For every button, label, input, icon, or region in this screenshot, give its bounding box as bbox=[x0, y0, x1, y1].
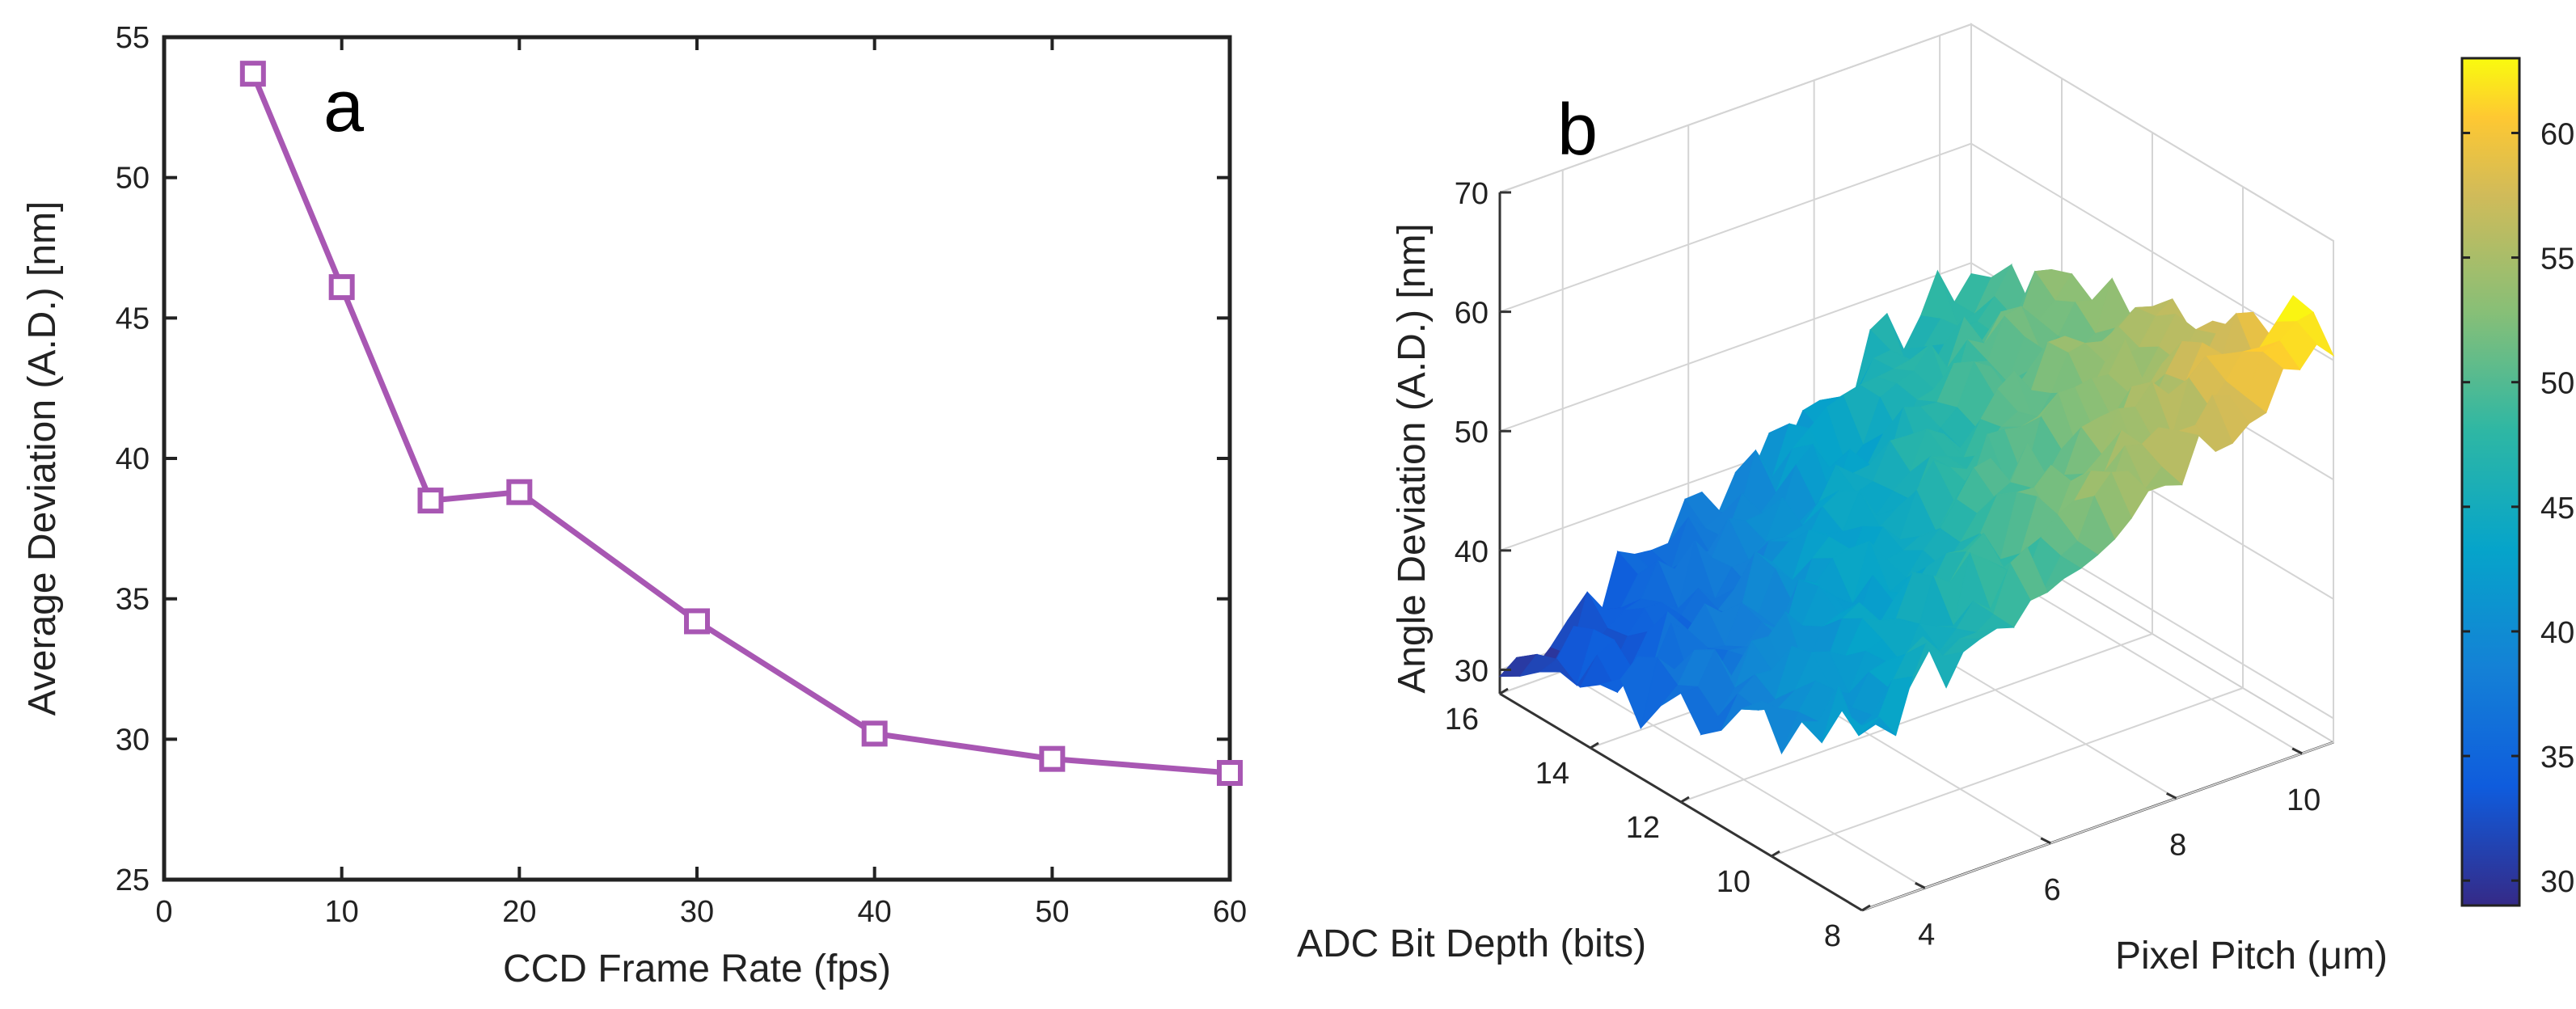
data-point bbox=[239, 61, 266, 87]
pitch-tick-label: 8 bbox=[2169, 828, 2186, 862]
z-tick-label: 60 bbox=[1455, 297, 1489, 331]
z-gridline bbox=[1499, 142, 1972, 313]
data-point bbox=[506, 479, 533, 505]
bit-gridline bbox=[1680, 633, 2153, 803]
colorbar-tick-label: 35 bbox=[2540, 741, 2574, 775]
panel-a-y-axis-label: Average Deviation (A.D.) [nm] bbox=[21, 201, 64, 716]
bit-tick-label: 14 bbox=[1535, 757, 1569, 791]
panel-a-markers bbox=[239, 61, 1243, 787]
x-tick-label: 30 bbox=[680, 895, 714, 929]
pitch-tick-mark bbox=[2291, 747, 2303, 755]
colorbar bbox=[2460, 57, 2521, 907]
panel-b-letter: b bbox=[1557, 90, 1598, 171]
data-point bbox=[417, 488, 444, 514]
panel-b-y-axis-label: Pixel Pitch (μm) bbox=[2115, 935, 2388, 977]
x-tick-label: 20 bbox=[502, 895, 536, 929]
x-tick-label: 0 bbox=[155, 895, 172, 929]
z-tick-label: 30 bbox=[1455, 654, 1489, 688]
panel-b-ticks bbox=[1499, 191, 2303, 912]
z-gridline bbox=[1499, 23, 1972, 193]
colorbar-tick-label: 40 bbox=[2540, 616, 2574, 650]
panel-a-tick-labels: 0 10 20 30 40 50 60 25 30 35 40 45 50 55 bbox=[116, 21, 1247, 929]
panel-a: 0 10 20 30 40 50 60 25 30 35 40 45 50 55 a CCD Frame … bbox=[21, 21, 1247, 990]
panel-a-plot-frame bbox=[162, 35, 1232, 882]
panel-a-series-line bbox=[250, 72, 1231, 776]
bit-tick-label: 10 bbox=[1717, 865, 1750, 899]
bit-tick-mark bbox=[1771, 850, 1780, 858]
pitch-tick-mark bbox=[2040, 837, 2051, 845]
data-point bbox=[1039, 745, 1066, 772]
x-tick-label: 60 bbox=[1213, 895, 1247, 929]
pitch-gridline bbox=[1562, 670, 1926, 889]
z-gridline bbox=[1499, 262, 1972, 433]
x-tick-label: 50 bbox=[1035, 895, 1069, 929]
y-tick-label: 40 bbox=[116, 442, 150, 476]
surface-patch bbox=[1841, 710, 1880, 737]
z-tick-label: 40 bbox=[1455, 535, 1489, 569]
colorbar-tick-label: 60 bbox=[2540, 117, 2574, 151]
x-tick-label: 40 bbox=[858, 895, 892, 929]
bit-gridline bbox=[1771, 687, 2244, 857]
z-tick-label: 70 bbox=[1455, 177, 1489, 211]
bit-tick-mark bbox=[1590, 741, 1599, 749]
pitch-tick-label: 4 bbox=[1918, 918, 1935, 952]
pitch-tick-mark bbox=[2165, 792, 2177, 800]
colorbar-tick-label: 45 bbox=[2540, 492, 2574, 526]
colorbar-tick-label: 50 bbox=[2540, 367, 2574, 401]
panel-a-ticks bbox=[164, 37, 1230, 880]
x-tick-label: 10 bbox=[325, 895, 359, 929]
data-point bbox=[328, 274, 355, 301]
pitch-tick-mark bbox=[1915, 881, 1926, 889]
panel-b-surface bbox=[1498, 263, 2335, 755]
panel-a-letter: a bbox=[323, 66, 365, 147]
data-point bbox=[1217, 760, 1243, 787]
bit-gridline bbox=[1861, 741, 2334, 911]
colorbar-tick-label: 30 bbox=[2540, 865, 2574, 899]
bit-tick-label: 8 bbox=[1824, 919, 1841, 953]
colorbar-tick-label: 55 bbox=[2540, 243, 2574, 277]
panel-b-tick-labels: 30 40 50 60 70 8 10 12 14 16 4 6 8 10 bbox=[1445, 177, 2321, 953]
y-tick-label: 30 bbox=[116, 723, 150, 757]
data-point bbox=[861, 720, 888, 747]
z-tick-label: 50 bbox=[1455, 416, 1489, 450]
y-tick-label: 35 bbox=[116, 583, 150, 617]
panel-b-z-axis-label: Angle Deviation (A.D.) [nm] bbox=[1391, 223, 1434, 694]
bit-tick-label: 12 bbox=[1626, 811, 1660, 845]
data-point bbox=[684, 608, 710, 635]
panel-b: 30 40 50 60 70 8 10 12 14 16 4 6 8 10 b Angle Deviati… bbox=[1297, 23, 2574, 977]
colorbar-ticks: 30 35 40 45 50 55 60 bbox=[2462, 117, 2574, 899]
y-tick-label: 50 bbox=[116, 162, 150, 196]
bit-tick-label: 16 bbox=[1445, 703, 1479, 737]
bit-tick-mark bbox=[1499, 687, 1509, 695]
pitch-tick-label: 6 bbox=[2044, 873, 2061, 907]
panel-a-x-axis-label: CCD Frame Rate (fps) bbox=[503, 948, 891, 990]
pitch-tick-label: 10 bbox=[2287, 783, 2321, 817]
y-tick-label: 45 bbox=[116, 302, 150, 336]
bit-tick-mark bbox=[1680, 796, 1690, 804]
y-tick-label: 55 bbox=[116, 21, 150, 55]
bit-tick-mark bbox=[1861, 904, 1871, 912]
panel-b-x-axis-label: ADC Bit Depth (bits) bbox=[1297, 922, 1646, 965]
y-tick-label: 25 bbox=[116, 863, 150, 897]
